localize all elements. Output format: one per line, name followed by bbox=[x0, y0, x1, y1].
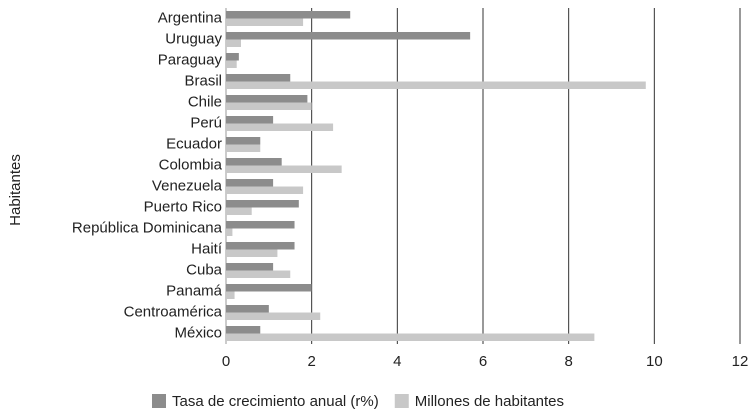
legend-swatch bbox=[394, 394, 409, 408]
bar bbox=[226, 11, 351, 19]
legend-label: Tasa de crecimiento anual (r%) bbox=[172, 393, 379, 410]
bar bbox=[226, 200, 299, 208]
y-tick-label: Chile bbox=[188, 93, 222, 110]
y-tick-label: Panamá bbox=[166, 282, 223, 299]
y-tick-label: Ecuador bbox=[166, 135, 222, 152]
y-tick-label: República Dominicana bbox=[72, 219, 223, 236]
y-tick-label: Paraguay bbox=[158, 51, 223, 68]
bar bbox=[226, 284, 312, 292]
legend-label: Millones de habitantes bbox=[415, 393, 564, 410]
x-tick-label: 8 bbox=[564, 353, 572, 370]
bar bbox=[226, 228, 233, 236]
bar bbox=[226, 39, 241, 47]
bar bbox=[226, 60, 237, 68]
bar bbox=[226, 95, 308, 103]
y-tick-label: Centroamérica bbox=[124, 303, 223, 320]
bar bbox=[226, 305, 269, 313]
bar bbox=[226, 102, 312, 110]
y-tick-label: Venezuela bbox=[152, 177, 223, 194]
bar bbox=[226, 53, 239, 61]
bar bbox=[226, 18, 304, 26]
bar bbox=[226, 249, 278, 257]
bar bbox=[226, 221, 295, 229]
y-tick-label: México bbox=[174, 324, 222, 341]
x-tick-label: 12 bbox=[732, 353, 749, 370]
y-tick-label: Cuba bbox=[186, 261, 223, 278]
bar bbox=[226, 81, 646, 89]
y-tick-label: Colombia bbox=[159, 156, 223, 173]
bar bbox=[226, 116, 274, 124]
bar bbox=[226, 158, 282, 166]
bar bbox=[226, 179, 274, 187]
x-tick-label: 2 bbox=[307, 353, 315, 370]
legend-swatch bbox=[152, 394, 166, 408]
bar bbox=[226, 207, 252, 215]
bar bbox=[226, 333, 595, 341]
bar bbox=[226, 270, 291, 278]
y-tick-label: Argentina bbox=[158, 9, 223, 26]
bar bbox=[226, 312, 321, 320]
bar bbox=[226, 137, 261, 145]
y-axis-label: Habitantes bbox=[7, 154, 24, 226]
bar bbox=[226, 74, 291, 82]
bar bbox=[226, 291, 235, 299]
bar bbox=[226, 32, 471, 40]
bar bbox=[226, 165, 342, 173]
x-tick-label: 4 bbox=[393, 353, 401, 370]
x-tick-label: 10 bbox=[646, 353, 663, 370]
bar bbox=[226, 263, 274, 271]
x-tick-label: 6 bbox=[479, 353, 487, 370]
y-tick-label: Haití bbox=[191, 240, 223, 257]
bar bbox=[226, 326, 261, 334]
bar bbox=[226, 186, 304, 194]
y-tick-label: Perú bbox=[190, 114, 222, 131]
y-tick-label: Uruguay bbox=[165, 30, 222, 47]
bar bbox=[226, 144, 261, 152]
x-tick-label: 0 bbox=[222, 353, 230, 370]
y-tick-label: Puerto Rico bbox=[144, 198, 222, 215]
y-tick-label: Brasil bbox=[184, 72, 222, 89]
bar bbox=[226, 123, 334, 131]
bar bbox=[226, 242, 295, 250]
